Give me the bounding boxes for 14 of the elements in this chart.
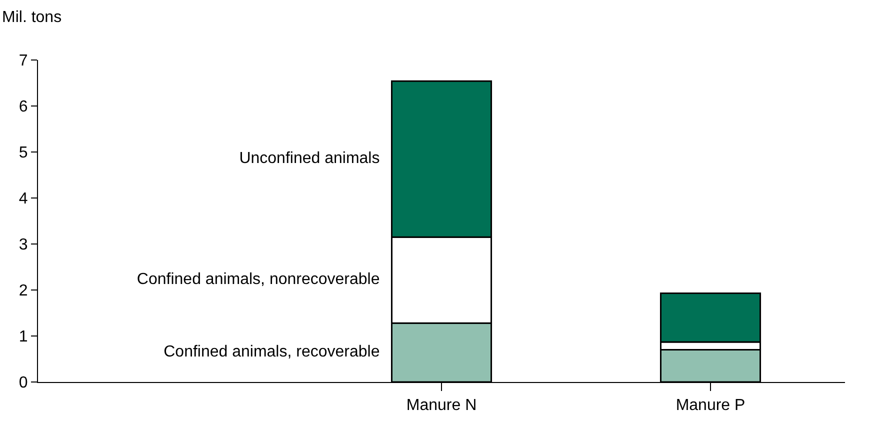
y-tick-label: 5: [18, 144, 28, 162]
y-tick-label: 7: [18, 52, 28, 70]
series-label: Confined animals, recoverable: [164, 344, 380, 361]
y-tick-label: 4: [18, 190, 28, 208]
y-tick-label: 1: [18, 328, 28, 346]
series-label: Confined animals, nonrecoverable: [136, 271, 380, 288]
y-tick-label: 2: [18, 282, 28, 300]
series-label: Unconfined animals: [239, 150, 380, 168]
y-axis-title: Mil. tons: [2, 9, 62, 26]
y-tick-label: 6: [18, 98, 28, 116]
x-tick-label: Manure P: [676, 397, 746, 414]
y-tick-label: 3: [18, 236, 28, 254]
y-tick-label: 0: [18, 374, 28, 392]
x-tick-label: Manure N: [406, 397, 477, 414]
